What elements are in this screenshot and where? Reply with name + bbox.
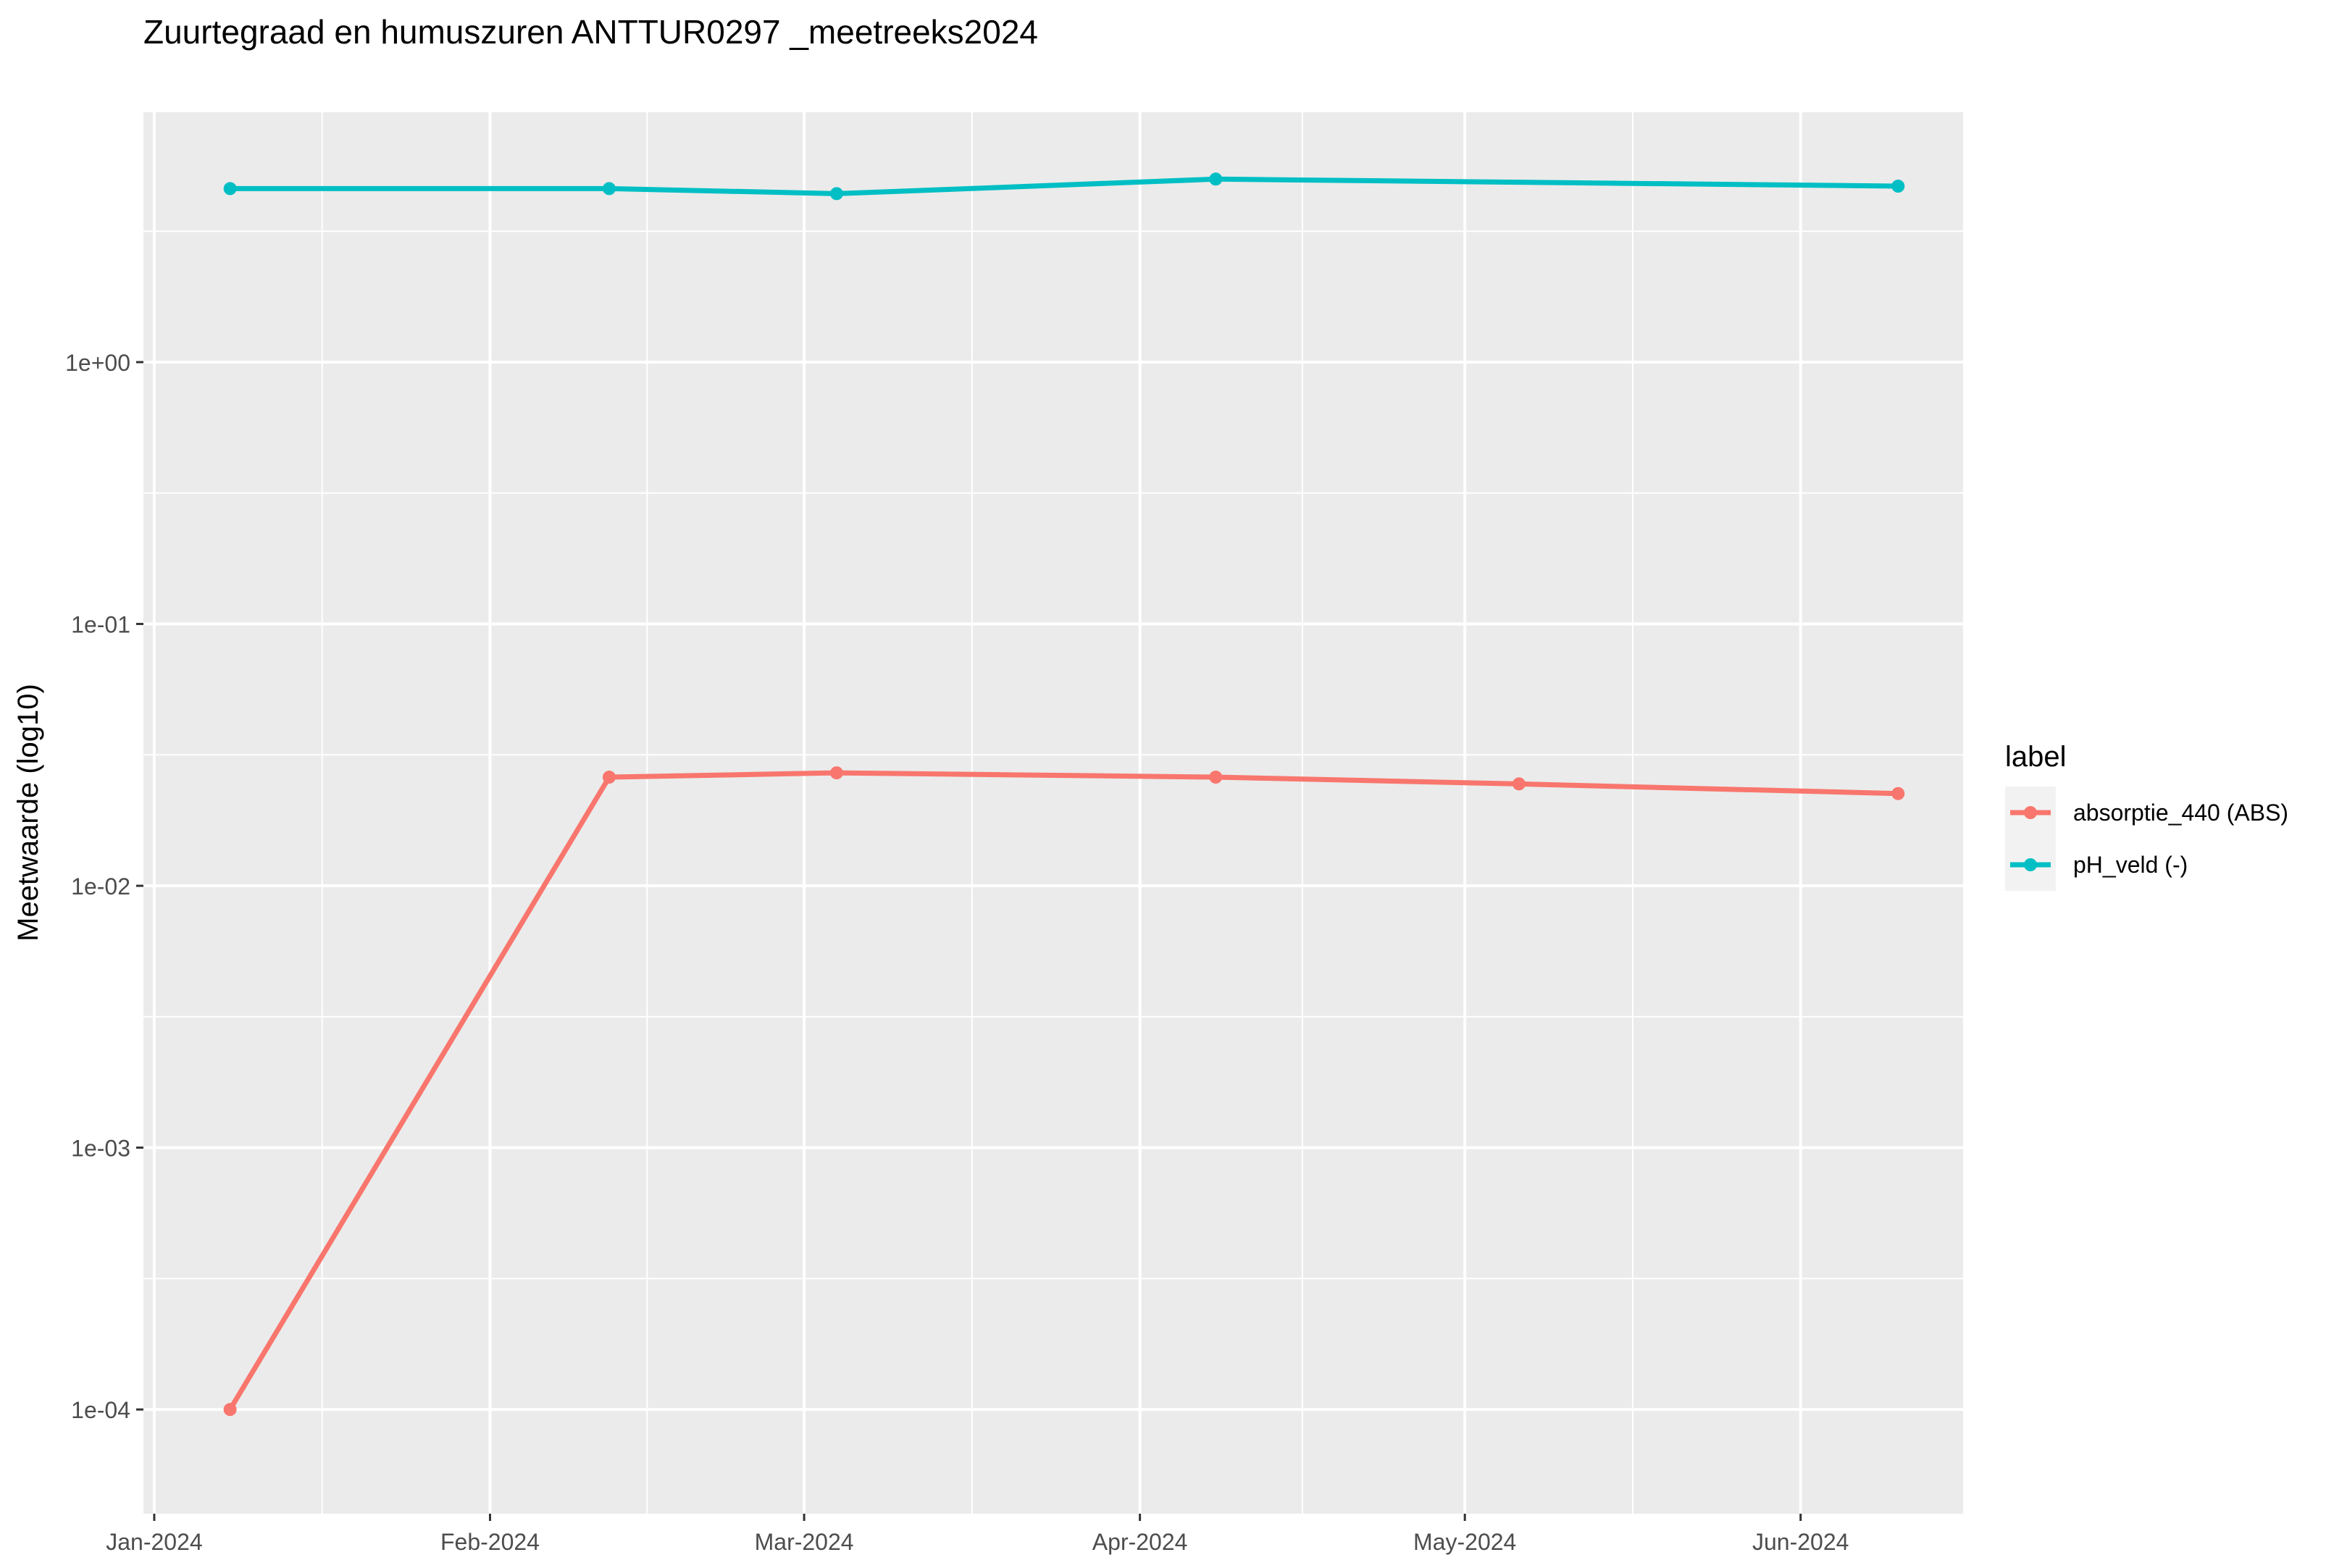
- y-axis-title: Meetwaarde (log10): [12, 684, 44, 942]
- chart-title: Zuurtegraad en humuszuren ANTTUR0297 _me…: [143, 13, 1038, 51]
- y-tick-label: 1e+00: [65, 350, 130, 376]
- x-tick-label: Jun-2024: [1752, 1529, 1849, 1555]
- legend-items: absorptie_440 (ABS) pH_veld (-): [2005, 787, 2288, 891]
- x-tick-label: Feb-2024: [440, 1529, 540, 1555]
- legend: label absorptie_440 (ABS) pH_veld (-): [2005, 741, 2288, 891]
- grid-major: [143, 112, 1963, 1514]
- data-point: [1512, 777, 1526, 791]
- x-tick-label: May-2024: [1413, 1529, 1516, 1555]
- y-tick-label: 1e-04: [71, 1397, 130, 1423]
- plot-panel: [143, 112, 1963, 1514]
- x-axis: Jan-2024 Feb-2024 Mar-2024 Apr-2024 May-2024…: [106, 1514, 1849, 1555]
- data-point: [602, 771, 616, 784]
- grid-minor: [143, 112, 1963, 1514]
- data-point: [1891, 180, 1905, 193]
- legend-key-point: [2024, 806, 2037, 819]
- y-tick-label: 1e-03: [71, 1136, 130, 1162]
- x-tick-label: Mar-2024: [755, 1529, 854, 1555]
- series-line: [227, 770, 1901, 1412]
- y-tick-label: 1e-02: [71, 873, 130, 900]
- data-point: [1891, 787, 1905, 800]
- legend-title: label: [2005, 741, 2067, 773]
- legend-label: pH_veld (-): [2073, 852, 2188, 878]
- data-point: [1209, 771, 1223, 784]
- series-points: [223, 172, 1905, 1417]
- y-axis: 1e+00 1e-01 1e-02 1e-03 1e-04: [65, 350, 143, 1423]
- legend-label: absorptie_440 (ABS): [2073, 800, 2288, 826]
- x-tick-label: Apr-2024: [1092, 1529, 1188, 1555]
- legend-key-point: [2024, 858, 2037, 871]
- data-point: [223, 1403, 237, 1417]
- data-point: [829, 766, 843, 780]
- data-point: [1209, 172, 1223, 186]
- data-point: [602, 182, 616, 196]
- data-point: [829, 187, 843, 201]
- y-tick-label: 1e-01: [71, 612, 130, 638]
- x-tick-label: Jan-2024: [106, 1529, 202, 1555]
- data-point: [223, 182, 237, 196]
